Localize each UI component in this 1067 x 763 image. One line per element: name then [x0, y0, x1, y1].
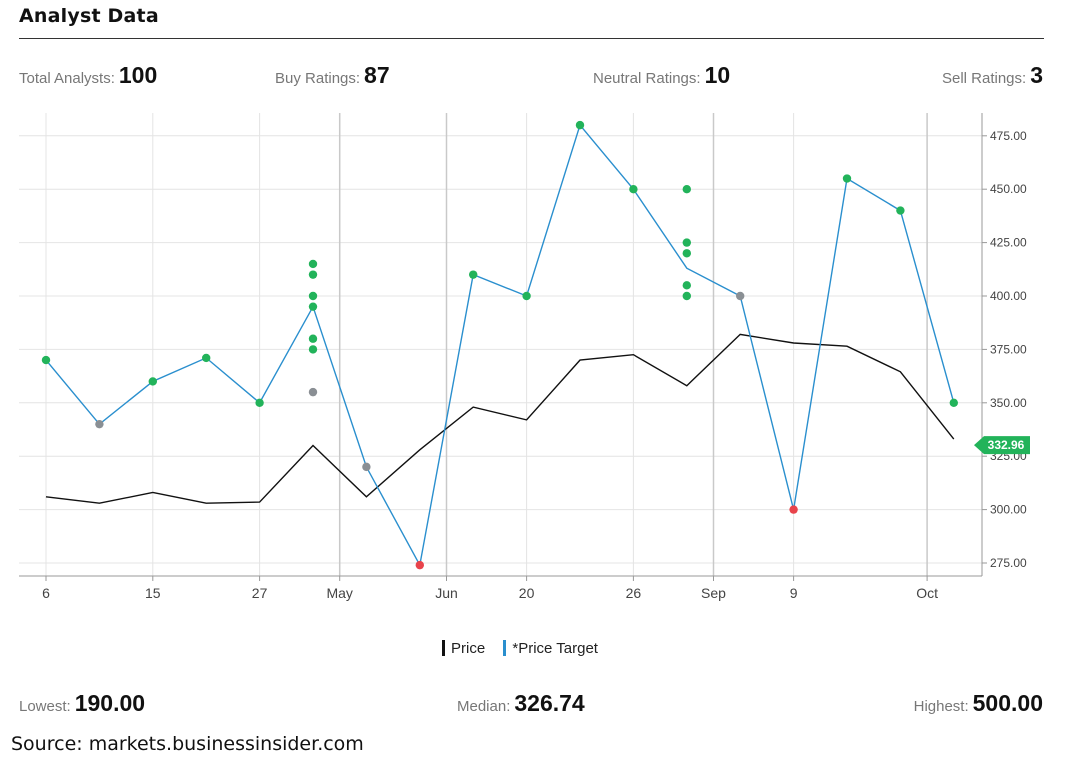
- legend-price-label: Price: [451, 640, 486, 657]
- rating-dot-buy: [682, 238, 691, 247]
- chart-title: Analyst Data: [19, 5, 159, 27]
- price-series: [45, 333, 955, 504]
- total-analysts-value: 100: [118, 62, 158, 88]
- last-price-badge: 332.96: [974, 436, 1030, 455]
- rating-dot-buy: [41, 355, 51, 365]
- chart-legend: Price *Price Target: [442, 640, 612, 657]
- rating-dot-buy: [575, 120, 585, 130]
- median-target-label: Median:: [457, 698, 511, 715]
- title-divider: [19, 38, 1044, 39]
- rating-dot-hold: [736, 291, 745, 301]
- rating-dot-sell: [415, 560, 424, 570]
- rating-dot-buy: [255, 398, 264, 407]
- x-tick-label: 20: [519, 585, 535, 601]
- price-target-series: [45, 123, 955, 568]
- x-tick-label: May: [326, 585, 352, 601]
- y-tick-label: 300.00: [990, 503, 1027, 517]
- analyst-chart: 275.00300.00325.00350.00375.00400.00425.…: [19, 113, 1030, 601]
- legend-price-target-swatch: [503, 640, 507, 656]
- rating-dot-buy: [896, 206, 905, 215]
- sell-ratings-stat: Sell Ratings: 3: [942, 62, 1043, 89]
- x-tick-label: 15: [145, 585, 161, 601]
- total-analysts-label: Total Analysts:: [19, 70, 115, 87]
- rating-dot-buy: [308, 302, 318, 311]
- legend-price-target-label: *Price Target: [512, 640, 598, 657]
- last-price-badge-shape: [974, 436, 1030, 455]
- neutral-ratings-stat: Neutral Ratings: 10: [593, 62, 730, 89]
- price-target-line: [45, 123, 955, 568]
- x-tick-label: 6: [42, 585, 50, 601]
- rating-dot-hold: [95, 419, 104, 429]
- y-tick-label: 425.00: [990, 236, 1027, 250]
- rating-dot-buy: [682, 249, 691, 258]
- axes: 275.00300.00325.00350.00375.00400.00425.…: [19, 113, 1027, 601]
- rating-dot-buy: [682, 281, 691, 290]
- median-target-value: 326.74: [514, 690, 585, 716]
- price-line: [45, 333, 955, 504]
- rating-dot-buy: [308, 270, 318, 279]
- lowest-target-label: Lowest:: [19, 698, 71, 715]
- rating-dot-buy: [308, 291, 318, 301]
- y-tick-label: 350.00: [990, 396, 1027, 410]
- sell-ratings-value: 3: [1030, 62, 1043, 88]
- x-tick-label: 9: [790, 585, 798, 601]
- rating-dot-buy: [522, 291, 531, 301]
- y-tick-label: 450.00: [990, 182, 1027, 196]
- lowest-target-value: 190.00: [74, 690, 146, 716]
- rating-dot-buy: [308, 345, 318, 354]
- buy-ratings-value: 87: [364, 62, 390, 88]
- rating-dot-buy: [682, 185, 691, 194]
- total-analysts-stat: Total Analysts: 100: [19, 62, 157, 89]
- legend-price[interactable]: Price: [442, 640, 485, 657]
- rating-dot-hold: [362, 462, 371, 472]
- highest-target-stat: Highest: 500.00: [914, 690, 1043, 717]
- rating-dot-buy: [469, 270, 478, 279]
- neutral-ratings-label: Neutral Ratings:: [593, 70, 701, 87]
- y-tick-label: 375.00: [990, 342, 1027, 356]
- rating-dot-buy: [682, 291, 691, 301]
- source-note: Source: markets.businessinsider.com: [11, 733, 364, 755]
- neutral-ratings-value: 10: [704, 62, 731, 88]
- buy-ratings-stat: Buy Ratings: 87: [275, 62, 390, 89]
- x-tick-label: Jun: [435, 585, 458, 601]
- legend-price-target[interactable]: *Price Target: [503, 640, 598, 657]
- rating-dot-buy: [949, 398, 958, 407]
- grid: [19, 113, 982, 576]
- x-tick-label: Sep: [701, 585, 726, 601]
- rating-dot-sell: [789, 505, 798, 514]
- rating-dot-buy: [842, 174, 852, 183]
- y-tick-label: 400.00: [990, 289, 1027, 303]
- median-target-stat: Median: 326.74: [457, 690, 585, 717]
- rating-dot-buy: [308, 334, 318, 343]
- rating-dot-hold: [308, 387, 318, 397]
- x-tick-label: Oct: [916, 585, 938, 601]
- rating-dot-buy: [308, 259, 318, 269]
- legend-price-swatch: [442, 640, 445, 656]
- rating-dot-buy: [629, 185, 638, 194]
- buy-ratings-label: Buy Ratings:: [275, 70, 361, 87]
- x-tick-label: 27: [252, 585, 268, 601]
- y-tick-label: 475.00: [990, 129, 1027, 143]
- y-tick-label: 275.00: [990, 556, 1027, 570]
- last-price-badge-label: 332.96: [988, 438, 1025, 452]
- rating-dot-buy: [148, 377, 157, 386]
- sell-ratings-label: Sell Ratings:: [941, 70, 1027, 87]
- lowest-target-stat: Lowest: 190.00: [19, 690, 145, 717]
- x-tick-label: 26: [626, 585, 642, 601]
- highest-target-label: Highest:: [913, 698, 969, 715]
- rating-dots: [41, 120, 958, 570]
- highest-target-value: 500.00: [972, 690, 1043, 716]
- rating-dot-buy: [202, 353, 211, 363]
